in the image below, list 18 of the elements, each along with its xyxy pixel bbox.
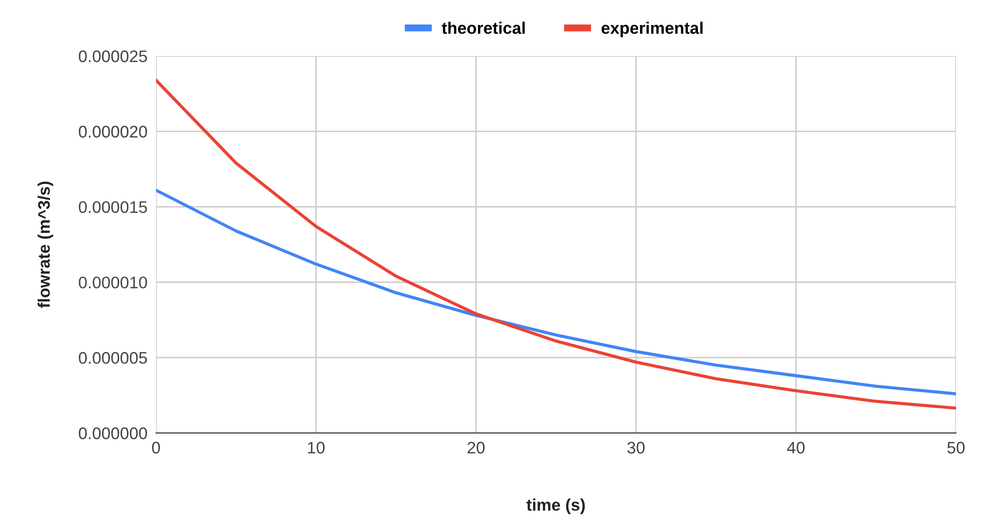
x-tick-label: 10 — [308, 442, 325, 454]
x-tick-label: 30 — [627, 442, 645, 454]
x-axis-title: time (s) — [526, 498, 585, 514]
legend-label: experimental — [602, 22, 703, 38]
y-tick-label: 0.000005 — [78, 352, 147, 364]
legend-label: theoretical — [442, 22, 525, 34]
x-tick-label: 20 — [468, 442, 485, 454]
y-axis-title: flowrate (m^3/s) — [38, 182, 54, 308]
x-tick-label: 0 — [152, 442, 160, 454]
line-series — [156, 188, 956, 396]
y-tick-label: 0.000015 — [78, 201, 147, 214]
y-tick-label: 0.000010 — [78, 276, 148, 288]
line-series — [156, 78, 956, 410]
y-tick-label: 0.000020 — [78, 126, 148, 138]
x-tick-label: 50 — [947, 442, 965, 454]
x-tick-label: 40 — [787, 442, 805, 454]
y-tick-label: 0.000025 — [78, 50, 147, 62]
y-tick-label: 0.000000 — [78, 427, 148, 440]
